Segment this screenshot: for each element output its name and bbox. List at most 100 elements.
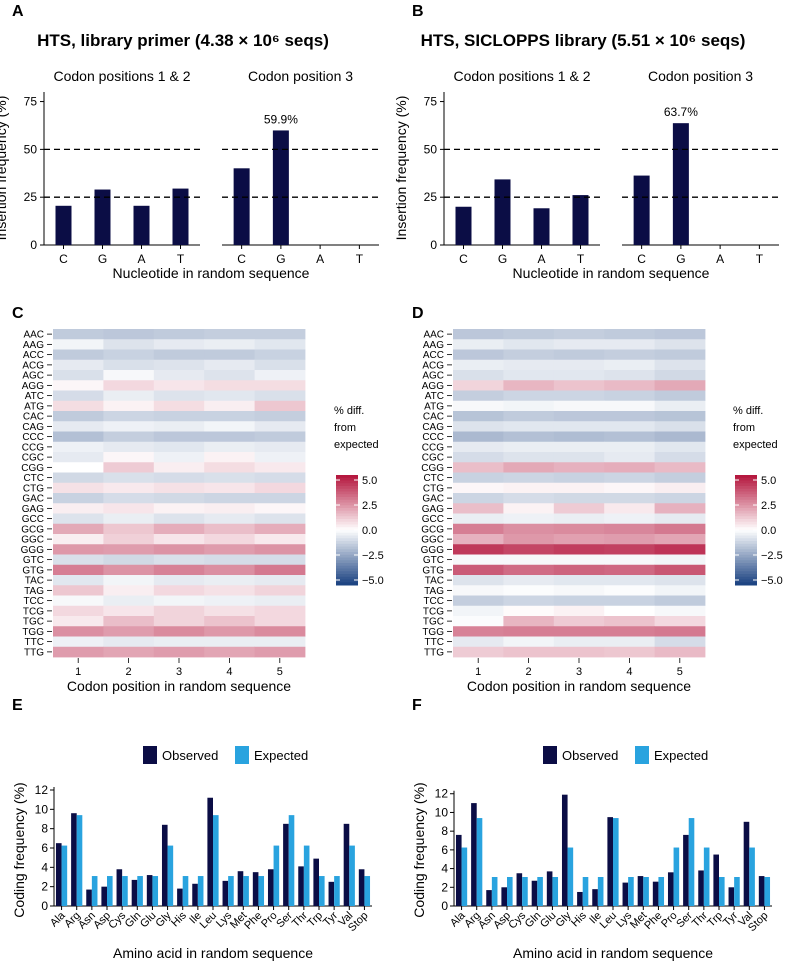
heat-cell bbox=[254, 462, 306, 473]
legend-swatch bbox=[735, 524, 757, 528]
column-label: 5 bbox=[277, 666, 283, 678]
legend-swatch bbox=[336, 510, 358, 514]
heat-cell bbox=[453, 411, 504, 422]
heat-cell bbox=[503, 605, 555, 617]
row-label: GGG bbox=[21, 545, 45, 556]
heat-cell bbox=[153, 554, 205, 566]
row-label: TGG bbox=[422, 627, 444, 638]
legend-swatch bbox=[336, 527, 358, 531]
bar-expected-tyr bbox=[734, 877, 740, 906]
heat-cell bbox=[654, 441, 706, 453]
legend-swatch bbox=[336, 576, 358, 580]
x-tick-label: His bbox=[169, 909, 189, 929]
bar-annotation: 59.9% bbox=[264, 112, 298, 126]
heat-cell bbox=[654, 390, 706, 402]
bar-observed-gly bbox=[561, 794, 568, 906]
heat-cell bbox=[53, 472, 104, 484]
row-label: ACG bbox=[422, 360, 444, 371]
y-tick-label: 10 bbox=[435, 805, 449, 819]
heat-cell bbox=[153, 359, 205, 371]
column-label: 5 bbox=[677, 666, 683, 678]
heat-cell bbox=[604, 575, 655, 586]
heat-cell bbox=[654, 616, 706, 627]
heat-cell bbox=[153, 534, 205, 545]
nucleotide-chart-a: HTS, library primer (4.38 × 10⁶ seqs) Ins… bbox=[0, 31, 379, 281]
heat-cell bbox=[153, 616, 205, 627]
bar-expected-gly bbox=[567, 847, 574, 906]
heat-cell bbox=[553, 585, 605, 596]
heat-cell bbox=[53, 493, 104, 504]
bar-observed-asp bbox=[501, 887, 507, 906]
heat-cell bbox=[604, 595, 655, 607]
legend-swatch bbox=[735, 477, 757, 481]
legend-swatch bbox=[336, 486, 358, 490]
heat-cell bbox=[53, 636, 104, 648]
x-tick-label: G bbox=[676, 252, 685, 266]
row-label: TCC bbox=[423, 596, 444, 607]
legend-swatch bbox=[336, 530, 358, 534]
legend-swatch bbox=[735, 475, 757, 479]
column-label: 1 bbox=[75, 666, 81, 678]
heat-cell bbox=[604, 646, 655, 658]
heat-cell bbox=[153, 441, 205, 453]
bar-expected-glu bbox=[152, 876, 159, 906]
heat-cell bbox=[553, 452, 605, 463]
heat-cell bbox=[53, 534, 104, 545]
bar-observed-pro bbox=[267, 869, 274, 906]
bar-expected-arg bbox=[476, 818, 483, 906]
bar-expected-pro bbox=[273, 845, 280, 906]
row-label: AAG bbox=[423, 340, 444, 351]
y-tick-label: 4 bbox=[441, 862, 448, 876]
chart-legend: Observed Expected bbox=[143, 746, 308, 764]
y-tick-label: 2 bbox=[441, 880, 448, 894]
heat-cell bbox=[453, 359, 504, 371]
bar-observed-met bbox=[637, 876, 644, 906]
heat-cell bbox=[453, 616, 504, 627]
heat-cell bbox=[553, 462, 605, 473]
bar-observed-leu bbox=[607, 817, 613, 906]
legend-swatch bbox=[336, 502, 358, 506]
heat-cell bbox=[654, 462, 706, 473]
bar-observed-ala bbox=[55, 843, 62, 906]
legend-swatch bbox=[735, 579, 757, 583]
row-label: ACG bbox=[22, 360, 44, 371]
heat-cell bbox=[254, 513, 306, 525]
heat-cell bbox=[553, 370, 605, 381]
heat-cell bbox=[153, 636, 205, 648]
heat-cell bbox=[503, 585, 555, 596]
legend-tick-label: 0.0 bbox=[761, 525, 776, 537]
heat-cell bbox=[553, 605, 605, 617]
heat-cell bbox=[453, 349, 504, 361]
row-label: TAG bbox=[24, 586, 44, 597]
bar-observed-trp bbox=[313, 858, 319, 906]
x-tick-label: A bbox=[537, 252, 545, 266]
bar-observed-gly bbox=[161, 824, 168, 906]
legend-swatch bbox=[336, 535, 358, 539]
legend-swatch bbox=[336, 557, 358, 561]
row-label: CTG bbox=[423, 483, 444, 494]
heat-cell bbox=[53, 462, 104, 473]
legend-swatch bbox=[735, 560, 757, 564]
heat-cell bbox=[654, 421, 706, 432]
heat-cell bbox=[604, 554, 655, 566]
row-label: CAG bbox=[422, 422, 444, 433]
legend-swatch bbox=[735, 563, 757, 567]
heat-cell bbox=[604, 400, 655, 412]
heat-cell bbox=[204, 575, 255, 586]
heat-cell bbox=[654, 400, 706, 412]
y-tick-label: 6 bbox=[41, 841, 48, 855]
legend-tick-label: 2.5 bbox=[761, 500, 776, 512]
heat-cell bbox=[53, 503, 104, 514]
heat-cell bbox=[654, 585, 706, 596]
heat-cell bbox=[53, 646, 104, 658]
row-label: ATC bbox=[425, 391, 444, 402]
heat-cell bbox=[53, 339, 104, 350]
legend-swatch bbox=[336, 582, 358, 586]
heat-cell bbox=[503, 523, 555, 535]
heat-cell bbox=[153, 595, 205, 607]
legend-swatch-observed bbox=[143, 746, 157, 764]
heat-cell bbox=[553, 472, 605, 484]
heat-cell bbox=[503, 482, 555, 494]
heatmap-d: AACAAGACCACGAGCAGGATCATGCACCAGCCCCCGCGCC… bbox=[421, 329, 706, 694]
